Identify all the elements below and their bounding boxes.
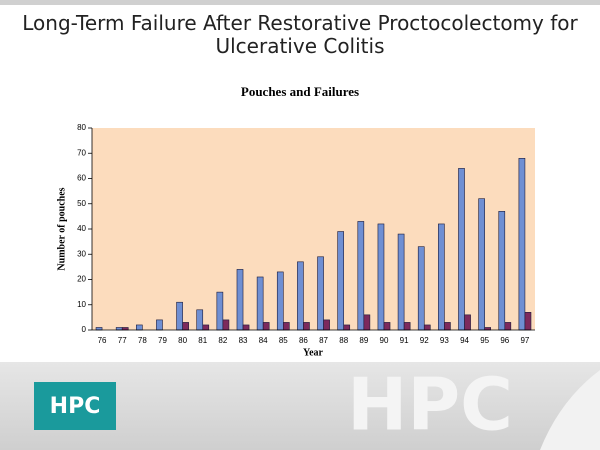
plot: 0 10 20 30 40 50 60 70 80 76 77 78 79 80 81 82 83 84 85 86 8… [77,123,535,345]
x-tick-label: 95 [480,336,489,345]
title-box: Long-Term Failure After Restorative Proc… [22,12,578,58]
x-tick-label: 86 [299,336,308,345]
x-axis-label: Year [303,347,324,358]
bar [256,276,264,331]
top-band [0,0,600,5]
x-tick-label: 79 [158,336,167,345]
bar [303,322,310,331]
x-tick-label: 88 [339,336,348,345]
x-tick-label: 81 [198,336,207,345]
x-tick-label: 78 [138,336,147,345]
page-curl [540,370,600,450]
bar [383,322,391,331]
bar [216,291,224,331]
bar [518,158,526,331]
bar [317,256,324,331]
x-tick-label: 77 [118,336,127,345]
x-tick-label: 87 [319,336,328,345]
bar [182,322,189,331]
bar [297,261,304,331]
x-tick-label: 91 [400,336,409,345]
bar [444,322,451,331]
bar [403,322,411,331]
bar [438,223,445,331]
x-tick-label: 84 [259,336,268,345]
logo: HPC [50,394,101,419]
bar [343,324,351,331]
x-tick-label: 76 [98,336,107,345]
y-tick-label: 80 [77,123,86,132]
bar [242,324,250,331]
bar [423,324,431,331]
y-tick-label: 0 [82,325,87,334]
bar [282,322,290,331]
x-tick-label: 82 [218,336,227,345]
bar [458,168,465,331]
x-tick-label: 85 [279,336,288,345]
x-tick-label: 89 [359,336,368,345]
bar [136,324,143,331]
y-tick-label: 30 [77,249,86,258]
bar [202,324,210,331]
y-tick-label: 60 [77,174,86,183]
x-tick-label: 93 [440,336,449,345]
bar [377,223,385,331]
y-axis-label: Number of pouches [56,187,67,270]
bar [363,314,371,331]
bar [504,322,512,331]
bar [276,271,284,331]
y-tick-label: 50 [77,199,86,208]
bar [337,231,345,331]
bar [236,269,244,331]
x-tick-label: 94 [460,336,469,345]
watermark: HPC [347,363,513,447]
x-tick-label: 80 [178,336,187,345]
bar [498,211,506,331]
bar [417,246,425,331]
x-tick-label: 97 [520,336,529,345]
bar [156,319,163,331]
bar [262,322,270,331]
plot-background [92,128,535,330]
bar [357,221,365,331]
y-tick-label: 20 [77,275,86,284]
y-tick-label: 70 [77,148,86,157]
chart-title: Pouches and Failures [241,84,359,99]
bar [478,198,485,331]
y-tick-label: 40 [77,224,86,233]
bar [397,233,405,331]
slide-title: Long-Term Failure After Restorative Proc… [22,12,578,58]
x-tick-label: 92 [420,336,429,345]
bar [222,319,230,331]
logo-box [34,382,116,430]
bar [464,314,471,331]
x-tick-label: 90 [380,336,389,345]
bar [524,312,532,331]
x-tick-label: 96 [500,336,509,345]
bar [176,301,183,331]
y-tick-label: 10 [77,300,86,309]
bar [323,319,330,331]
bar [196,309,204,331]
x-tick-label: 83 [239,336,248,345]
